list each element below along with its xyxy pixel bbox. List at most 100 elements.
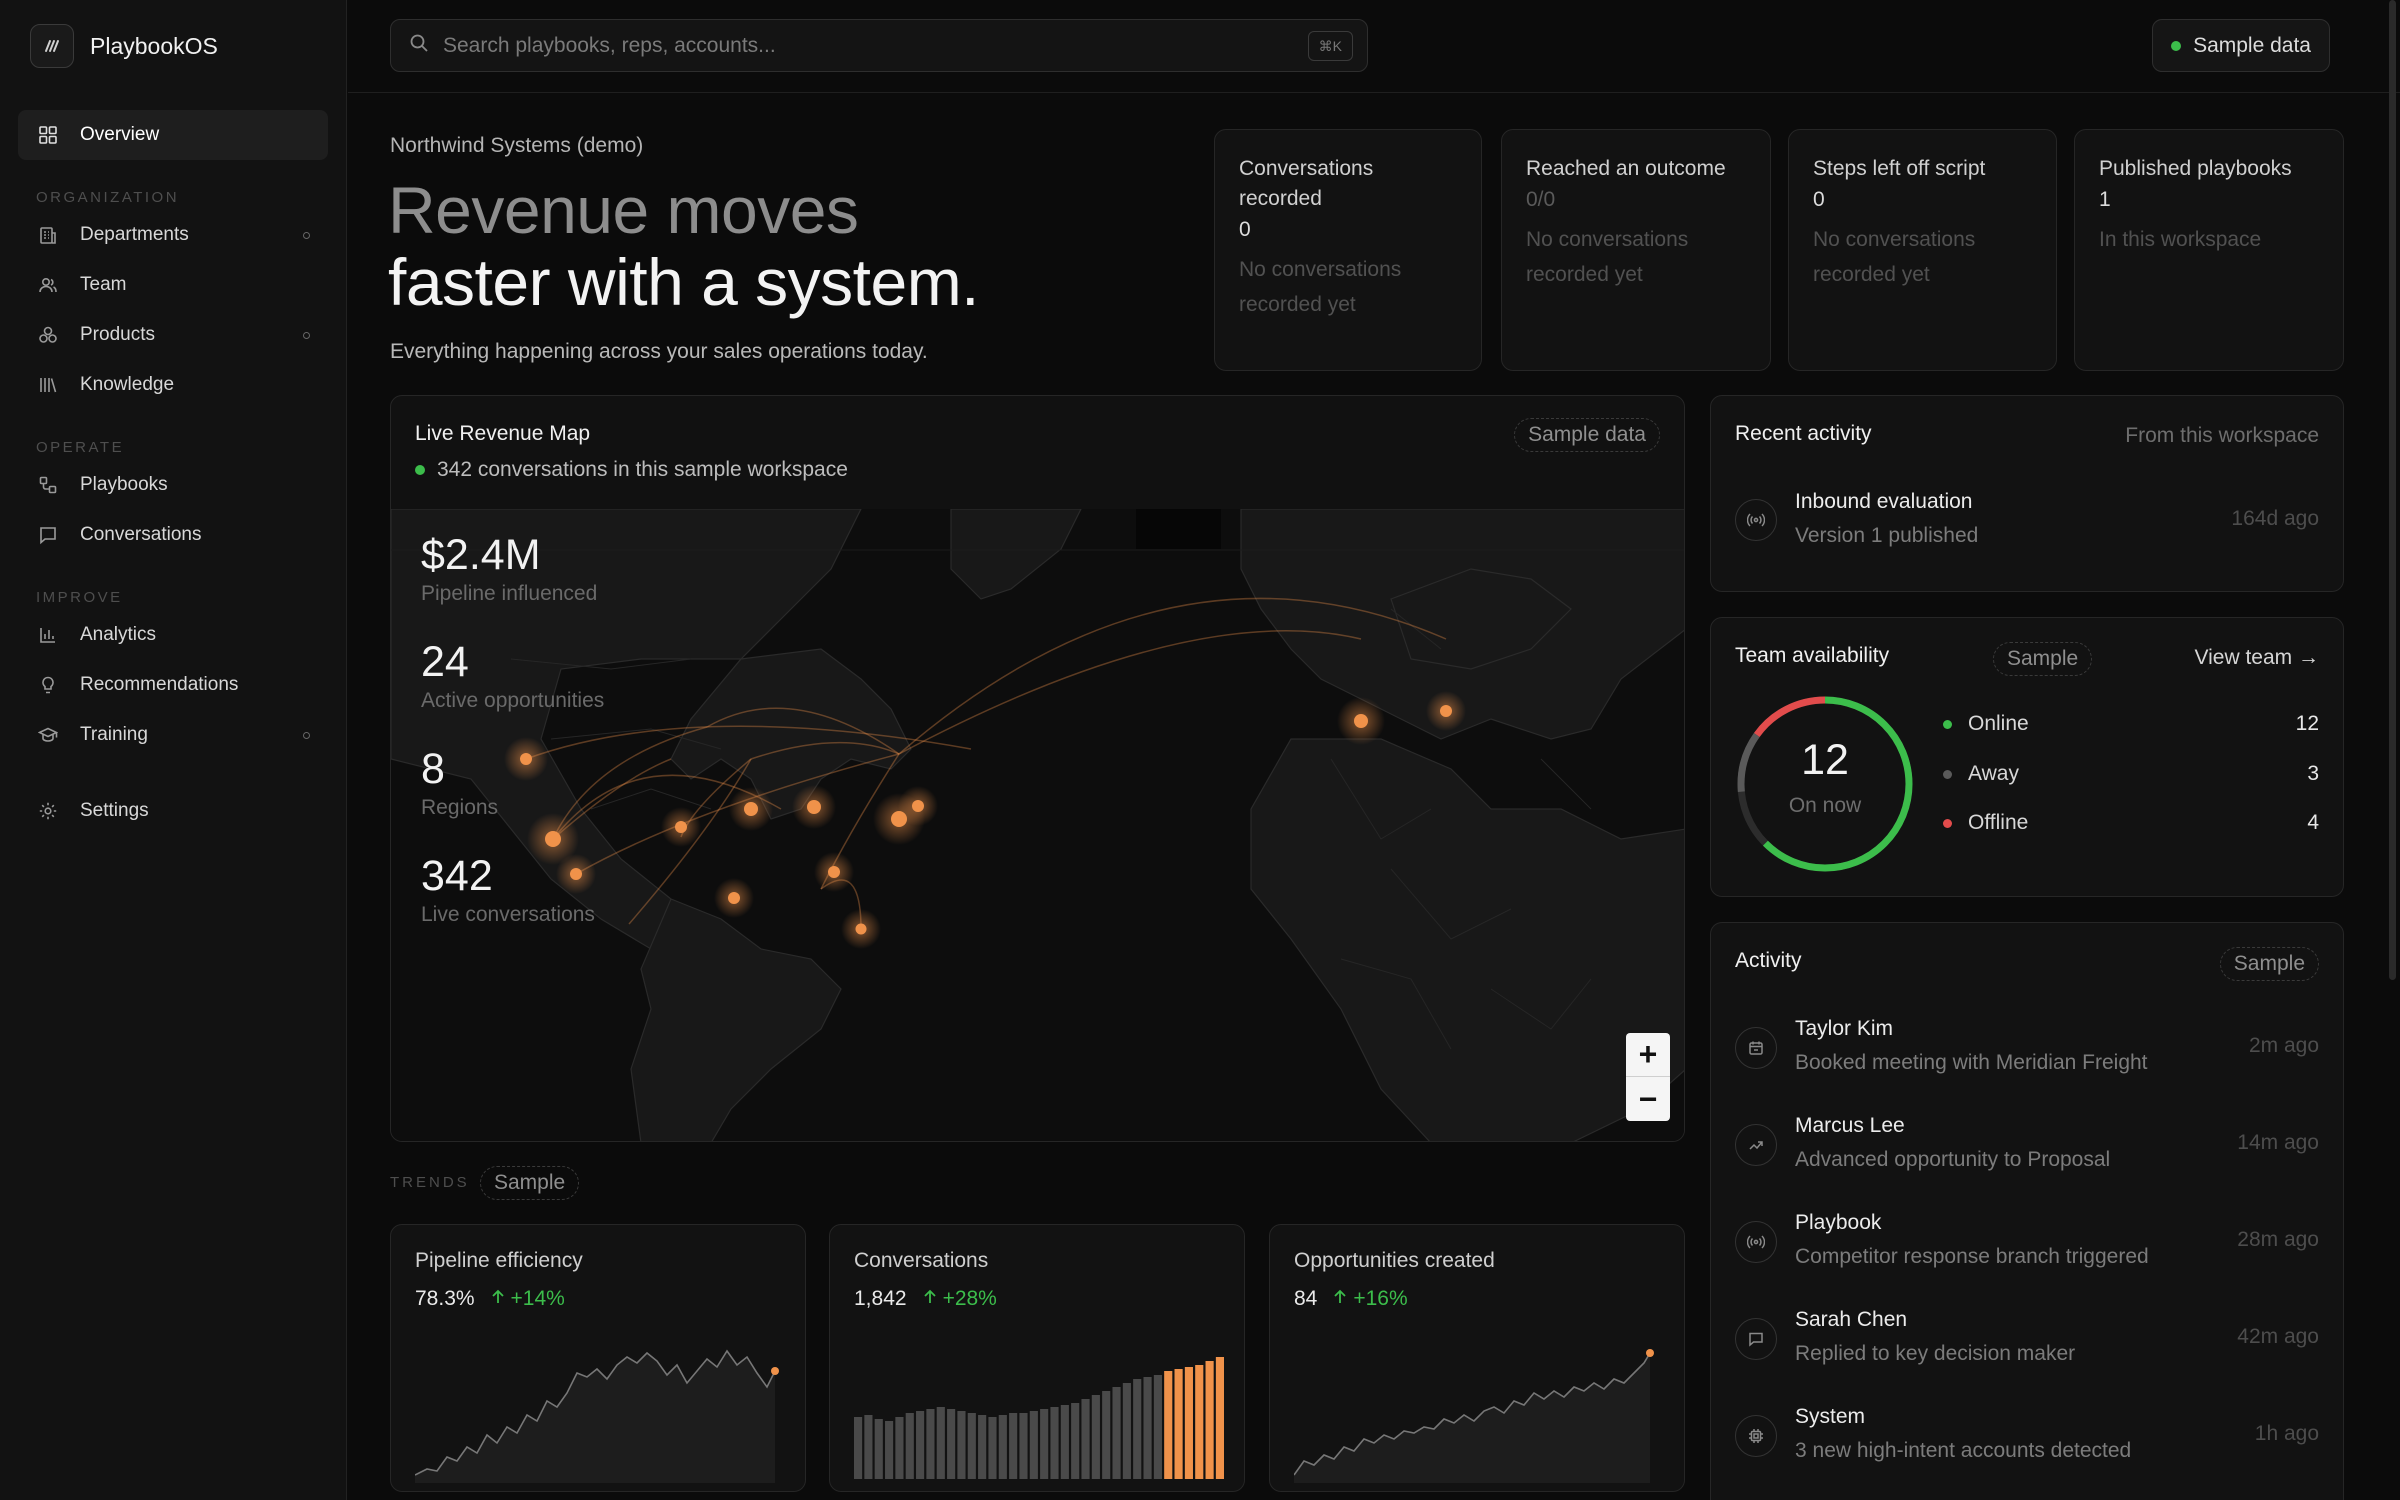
kpi-pipeline: $2.4M Pipeline influenced bbox=[421, 531, 597, 606]
sample-data-badge[interactable]: Sample data bbox=[2152, 19, 2330, 72]
trend-delta: +16% bbox=[1353, 1287, 1408, 1310]
sidebar-item-label: Recommendations bbox=[80, 674, 239, 695]
calendar-icon bbox=[1735, 1027, 1777, 1069]
trend-card-opportunities[interactable]: Opportunities created 84 +16% bbox=[1269, 1224, 1685, 1492]
sparkline-pipeline bbox=[415, 1349, 779, 1483]
activity-desc: 3 new high-intent accounts detected bbox=[1795, 1439, 2132, 1462]
org-name: Northwind Systems (demo) bbox=[390, 134, 644, 157]
sidebar-item-analytics[interactable]: Analytics bbox=[18, 610, 328, 660]
sidebar-item-conversations[interactable]: Conversations bbox=[18, 510, 328, 560]
app-name: PlaybookOS bbox=[90, 32, 218, 59]
message-icon bbox=[36, 523, 60, 547]
sparkline-bar bbox=[936, 1407, 945, 1479]
hero-subtitle: Everything happening across your sales o… bbox=[390, 340, 928, 363]
sidebar-item-products[interactable]: Products bbox=[18, 310, 328, 360]
availability-online: Online 12 bbox=[1943, 709, 2319, 739]
search-bar[interactable]: ⌘K bbox=[390, 19, 1368, 72]
trend-delta: +14% bbox=[510, 1287, 565, 1310]
stat-value: 0 bbox=[1239, 218, 1251, 241]
sidebar-item-training[interactable]: Training bbox=[18, 710, 328, 760]
sparkline-bar bbox=[988, 1417, 997, 1479]
stat-title: Conversations recorded bbox=[1239, 157, 1374, 210]
view-team-link[interactable]: View team → bbox=[2194, 646, 2320, 669]
sparkline-bar bbox=[1009, 1413, 1018, 1479]
status-dot-icon bbox=[2171, 41, 2182, 51]
sparkline-bar bbox=[978, 1415, 987, 1479]
availability-label: Online bbox=[1968, 712, 2029, 735]
trends-sample-tag: Sample bbox=[480, 1166, 580, 1200]
logo-icon bbox=[30, 24, 74, 68]
panel-title: Recent activity bbox=[1735, 422, 1872, 445]
arrow-up-icon bbox=[491, 1287, 505, 1311]
availability-count: 3 bbox=[2307, 762, 2319, 785]
sidebar: PlaybookOS Overview ORGANIZATION Departm… bbox=[0, 0, 347, 1500]
sparkline-bar bbox=[967, 1413, 976, 1479]
sparkline-opportunities bbox=[1294, 1349, 1654, 1483]
stat-title: Reached an outcome bbox=[1526, 157, 1726, 180]
stat-note: No conversations recorded yet bbox=[1526, 228, 1689, 286]
sparkline-bar bbox=[1143, 1377, 1152, 1479]
expand-indicator-icon bbox=[303, 331, 310, 339]
section-operate: OPERATE bbox=[36, 439, 125, 456]
activity-desc: Booked meeting with Meridian Freight bbox=[1795, 1051, 2148, 1074]
graduation-cap-icon bbox=[36, 723, 60, 747]
sidebar-item-label: Team bbox=[80, 274, 127, 295]
zoom-in-button[interactable]: + bbox=[1626, 1033, 1670, 1077]
panel-title: Team availability bbox=[1735, 644, 1890, 667]
trend-card-conversations[interactable]: Conversations 1,842 +28% bbox=[829, 1224, 1245, 1492]
sample-data-label: Sample data bbox=[2193, 33, 2311, 57]
sidebar-item-departments[interactable]: Departments bbox=[18, 210, 328, 260]
trend-row: 78.3% +14% bbox=[415, 1287, 781, 1311]
donut-value: 12 bbox=[1801, 736, 1849, 784]
availability-label: Offline bbox=[1968, 811, 2029, 834]
sparkline-bar bbox=[1091, 1395, 1100, 1479]
stat-note: In this workspace bbox=[2099, 228, 2262, 251]
sparkline-bar bbox=[1133, 1379, 1142, 1479]
sidebar-item-overview[interactable]: Overview bbox=[18, 110, 328, 160]
world-map[interactable]: $2.4M Pipeline influenced 24 Active oppo… bbox=[391, 508, 1684, 1141]
activity-time: 28m ago bbox=[2237, 1228, 2319, 1251]
topbar: ⌘K Sample data bbox=[348, 0, 2400, 93]
brand[interactable]: PlaybookOS bbox=[30, 24, 218, 68]
activity-time: 42m ago bbox=[2237, 1325, 2319, 1348]
availability-donut bbox=[1737, 696, 1913, 872]
sidebar-item-settings[interactable]: Settings bbox=[18, 786, 328, 836]
world-map-graphic bbox=[391, 508, 1684, 1141]
hero-title-line2: faster with a system. bbox=[388, 245, 980, 319]
stat-note: No conversations recorded yet bbox=[1239, 258, 1402, 316]
expand-indicator-icon bbox=[303, 231, 310, 239]
trend-delta: +28% bbox=[942, 1287, 997, 1310]
stat-value: 1 bbox=[2099, 188, 2111, 211]
trending-up-icon bbox=[1735, 1124, 1777, 1166]
expand-indicator-icon bbox=[303, 731, 310, 739]
sidebar-item-playbooks[interactable]: Playbooks bbox=[18, 460, 328, 510]
trends-label: TRENDS bbox=[390, 1174, 470, 1191]
sparkline-bar bbox=[854, 1417, 863, 1479]
trend-card-pipeline[interactable]: Pipeline efficiency 78.3% +14% bbox=[390, 1224, 806, 1492]
arrow-up-icon bbox=[1333, 1287, 1347, 1311]
sparkline-bar bbox=[1050, 1407, 1059, 1479]
sidebar-item-knowledge[interactable]: Knowledge bbox=[18, 360, 328, 410]
search-input[interactable] bbox=[443, 33, 1243, 58]
sparkline-bar bbox=[1174, 1369, 1183, 1479]
sample-tag: Sample bbox=[1993, 642, 2093, 676]
sparkline-bar bbox=[1071, 1403, 1080, 1479]
sidebar-item-label: Training bbox=[80, 724, 148, 745]
stat-card-outcome: Reached an outcome 0/0 No conversations … bbox=[1501, 129, 1771, 371]
activity-name: Sarah Chen bbox=[1795, 1308, 1908, 1331]
sample-tag: Sample data bbox=[1514, 418, 1660, 452]
sidebar-item-team[interactable]: Team bbox=[18, 260, 328, 310]
away-dot-icon bbox=[1943, 769, 1952, 779]
message-icon bbox=[1735, 1318, 1777, 1360]
zoom-out-button[interactable]: − bbox=[1626, 1077, 1670, 1121]
sidebar-item-recommendations[interactable]: Recommendations bbox=[18, 660, 328, 710]
online-dot-icon bbox=[1943, 719, 1952, 729]
availability-count: 4 bbox=[2307, 811, 2319, 834]
sparkline-bar bbox=[1060, 1405, 1069, 1479]
activity-desc: Replied to key decision maker bbox=[1795, 1342, 2076, 1365]
arrow-up-icon bbox=[923, 1287, 937, 1311]
page-scrollbar[interactable] bbox=[2389, 0, 2396, 980]
library-icon bbox=[36, 373, 60, 397]
kpi-regions: 8 Regions bbox=[421, 745, 498, 820]
activity-name: Inbound evaluation bbox=[1795, 490, 1973, 513]
